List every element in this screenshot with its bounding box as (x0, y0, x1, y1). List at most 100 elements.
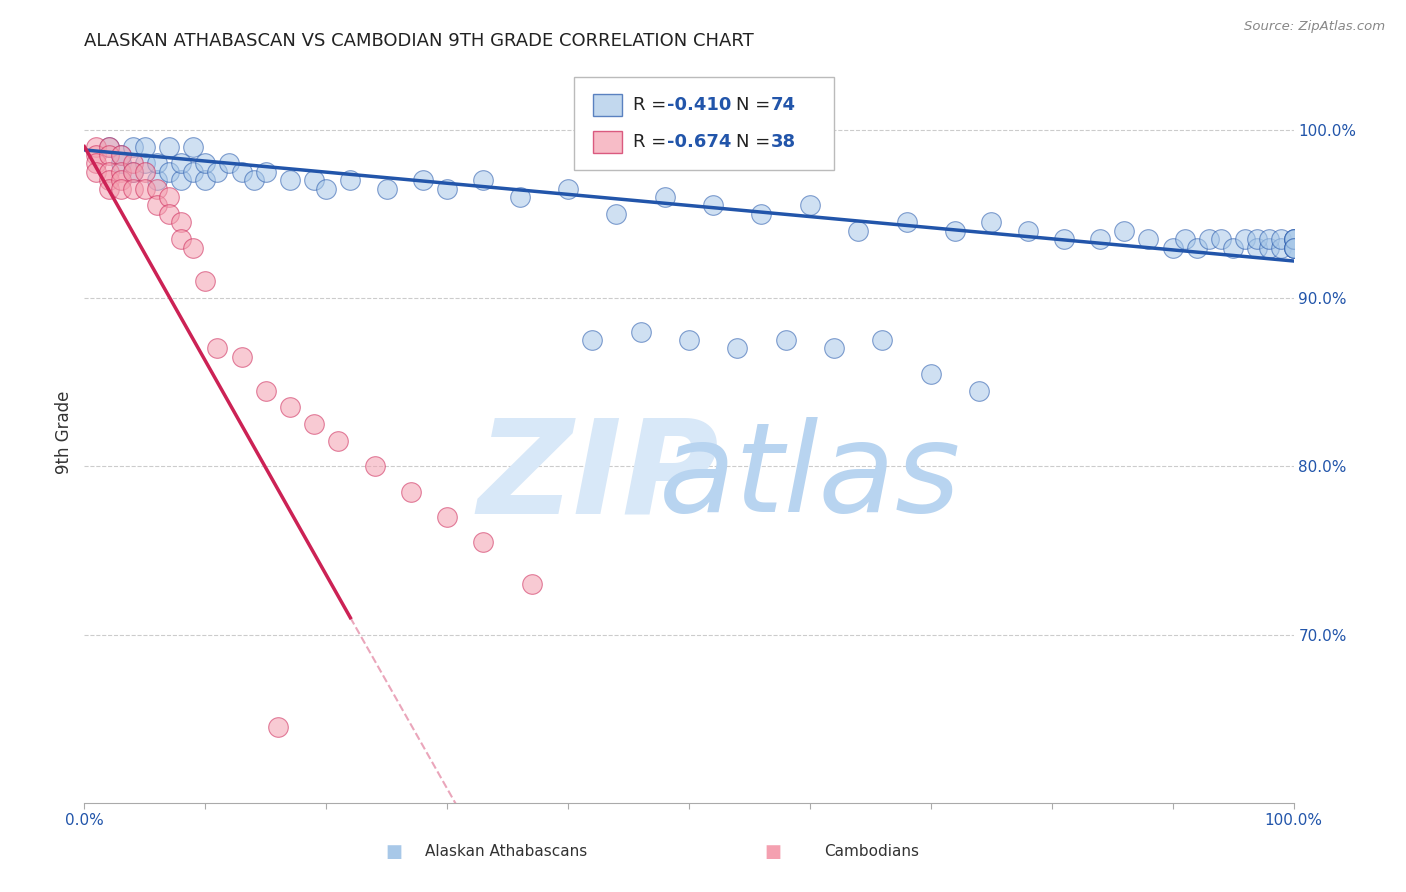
Text: ■: ■ (385, 843, 402, 861)
Point (267, 720, 290, 734)
Point (278, 401, 301, 415)
Point (181, 165, 204, 179)
Point (110, 165, 132, 179)
Point (1282, 241, 1305, 255)
Point (86, 156, 108, 170)
Point (412, 173, 434, 187)
Point (472, 173, 495, 187)
Point (1246, 241, 1268, 255)
Text: N =: N = (737, 96, 776, 114)
Point (157, 139, 180, 153)
Point (231, 165, 253, 179)
Point (146, 156, 169, 170)
Point (1258, 241, 1281, 255)
Point (278, 173, 301, 187)
Point (181, 241, 204, 255)
Text: R =: R = (633, 96, 672, 114)
Point (1161, 241, 1184, 255)
Point (121, 165, 143, 179)
Point (157, 190, 180, 204)
Point (121, 139, 143, 153)
Text: Alaskan Athabascans: Alaskan Athabascans (425, 845, 588, 859)
Point (1053, 232, 1076, 246)
Point (630, 325, 652, 339)
Text: ■: ■ (765, 843, 782, 861)
Point (97, 139, 120, 153)
Text: R =: R = (633, 133, 672, 151)
Point (363, 459, 385, 474)
Point (97, 181, 120, 195)
Point (799, 198, 821, 212)
Point (181, 139, 204, 153)
Point (194, 173, 217, 187)
Point (1209, 232, 1232, 246)
Point (509, 190, 531, 204)
Point (207, 342, 229, 356)
Point (302, 417, 325, 432)
Point (254, 384, 277, 398)
Point (980, 215, 1002, 229)
Text: -0.410: -0.410 (668, 96, 731, 114)
Point (302, 173, 325, 187)
Point (97, 165, 120, 179)
Point (725, 342, 748, 356)
Point (254, 165, 277, 179)
Point (110, 148, 132, 162)
Text: Source: ZipAtlas.com: Source: ZipAtlas.com (1244, 20, 1385, 33)
Point (134, 156, 156, 170)
Point (157, 165, 180, 179)
Point (920, 367, 942, 381)
Point (170, 215, 193, 229)
Point (1185, 241, 1208, 255)
Point (121, 181, 143, 195)
Point (520, 577, 543, 591)
Point (557, 181, 579, 195)
Text: ZIP: ZIP (478, 414, 718, 541)
Point (1282, 232, 1305, 246)
Point (110, 173, 132, 187)
Point (157, 207, 180, 221)
Text: -0.674: -0.674 (668, 133, 731, 151)
Point (339, 173, 361, 187)
Point (436, 509, 458, 524)
Point (823, 342, 845, 356)
Point (242, 173, 264, 187)
Point (134, 165, 156, 179)
Point (146, 173, 169, 187)
Point (967, 384, 990, 398)
Point (146, 198, 169, 212)
Point (170, 232, 193, 246)
Point (328, 434, 350, 448)
Point (1114, 224, 1136, 238)
Point (110, 156, 132, 170)
Point (134, 139, 156, 153)
Point (121, 165, 143, 179)
Point (943, 224, 966, 238)
Point (231, 350, 253, 364)
Point (399, 484, 422, 499)
Text: 38: 38 (770, 133, 796, 151)
Point (1174, 232, 1197, 246)
Point (110, 148, 132, 162)
Point (218, 156, 240, 170)
Point (146, 181, 169, 195)
Point (1137, 232, 1160, 246)
Text: Cambodians: Cambodians (824, 845, 920, 859)
Point (207, 165, 229, 179)
Point (97, 148, 120, 162)
Point (121, 156, 143, 170)
Point (1270, 232, 1292, 246)
Point (194, 156, 217, 170)
Point (1234, 232, 1257, 246)
Point (86, 165, 108, 179)
Point (1282, 241, 1305, 255)
Text: N =: N = (737, 133, 776, 151)
Point (872, 333, 894, 347)
Y-axis label: 9th Grade: 9th Grade (55, 391, 73, 475)
Point (194, 274, 217, 288)
Point (846, 224, 869, 238)
Point (170, 173, 193, 187)
Point (654, 190, 676, 204)
Point (436, 181, 458, 195)
Point (86, 139, 108, 153)
